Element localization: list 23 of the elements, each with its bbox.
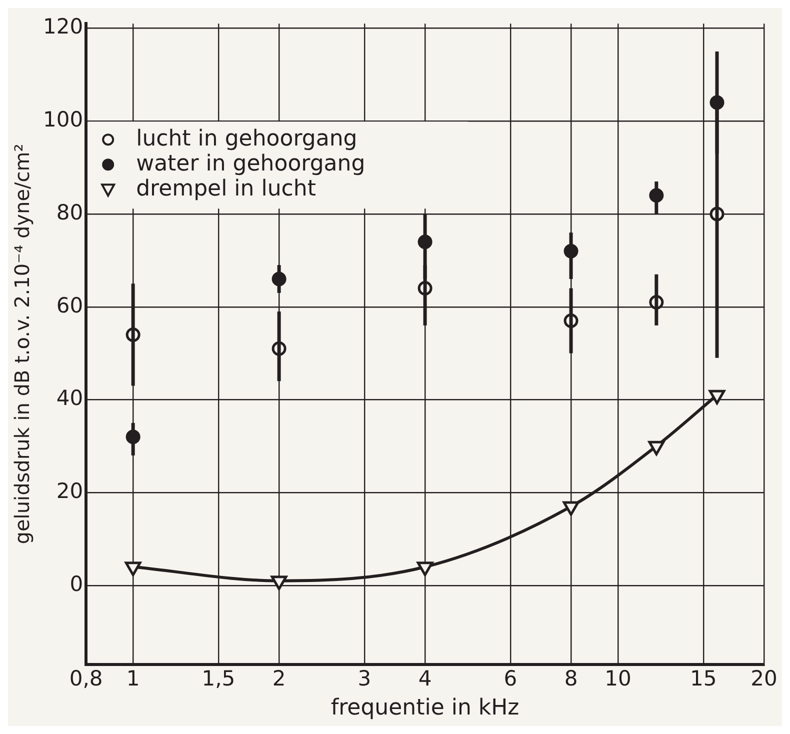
x-tick-label: 0,8 [69, 666, 103, 690]
y-tick-label: 20 [56, 479, 84, 504]
x-tick-label: 6 [504, 666, 518, 690]
legend-label: lucht in gehoorgang [136, 126, 358, 152]
y-tick-label: 80 [56, 200, 84, 224]
x-tick-label: 3 [358, 666, 372, 690]
legend-label: drempel in lucht [136, 176, 316, 202]
x-tick-label: 2 [272, 666, 286, 690]
x-tick-label: 8 [564, 666, 578, 690]
x-axis-title: frequentie in kHz [330, 696, 520, 721]
legend-label: water in gehoorgang [136, 151, 366, 176]
x-tick-label: 20 [750, 666, 778, 690]
x-tick-label: 4 [418, 666, 432, 690]
y-tick-label: 0 [70, 572, 84, 596]
x-tick-label: 1,5 [202, 666, 236, 690]
y-axis-title: geluidsdruk in dB t.o.v. 2.10⁻⁴ dyne/cm² [10, 144, 34, 544]
y-tick-label: 100 [42, 108, 84, 132]
y-tick-label: 40 [56, 386, 84, 410]
y-tick-label: 120 [42, 14, 84, 39]
x-tick-label: 10 [604, 666, 632, 690]
x-tick-label: 1 [126, 666, 140, 690]
y-tick-label: 60 [56, 293, 84, 318]
x-tick-label: 15 [690, 666, 717, 690]
